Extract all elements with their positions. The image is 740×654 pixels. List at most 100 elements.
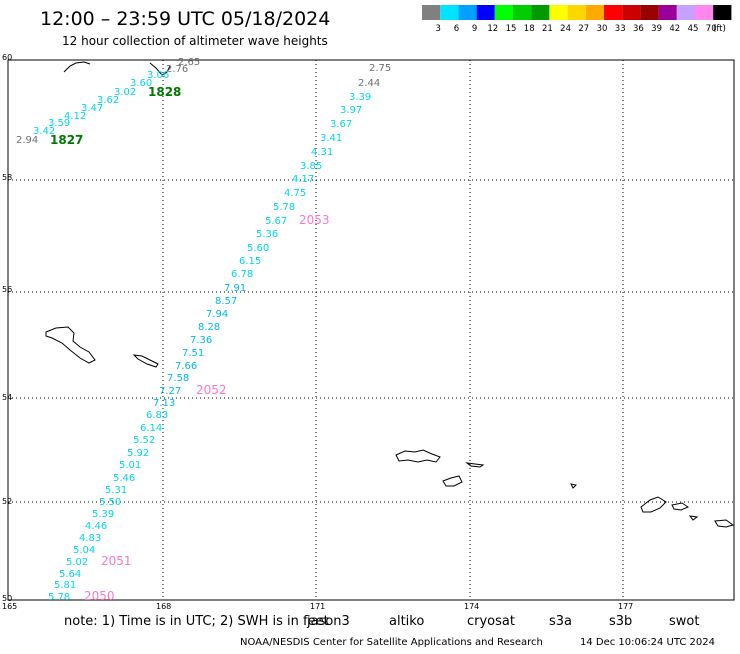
swh-label: 6.83: [146, 410, 168, 421]
legend-tick-label: 70: [706, 24, 717, 34]
legend-tick-label: 36: [633, 24, 644, 34]
legend-swatch: [658, 5, 677, 20]
aleutian-island-2: [671, 502, 690, 511]
aleutian-island-4: [714, 519, 735, 528]
swh-label: 4.46: [85, 521, 107, 532]
legend-tick-label: 12: [487, 24, 498, 34]
legend-swatch: [494, 5, 513, 20]
lon-label: 168: [156, 602, 171, 611]
nunivak-small-island: [132, 354, 159, 368]
lat-label: 58: [2, 173, 12, 182]
footer-credit: NOAA/NESDIS Center for Satellite Applica…: [240, 637, 543, 648]
legend-tick-label: 21: [542, 24, 553, 34]
legend-tick-label: 39: [651, 24, 662, 34]
swh-label: 3.41: [320, 133, 342, 144]
legend-tick-label: 27: [578, 24, 589, 34]
legend-tick-label: 33: [615, 24, 626, 34]
swh-labels: 2.76 2.65 3.06 3.60 3.02 3.62 3.47 4.12 …: [16, 57, 391, 603]
hour-label: 1827: [50, 133, 83, 147]
legend-swatch: [422, 5, 441, 20]
hour-labels: 1828 1827 2053 2052 2051 2050: [50, 85, 330, 603]
legend-swatch: [622, 5, 641, 20]
hour-label: 1828: [148, 85, 181, 99]
swh-label: 4.31: [311, 147, 333, 158]
lon-label: 171: [310, 602, 325, 611]
sat-swot: swot: [669, 614, 699, 629]
swh-label: 7.27: [159, 386, 181, 397]
swh-label: 5.67: [265, 216, 287, 227]
pribilof-island-2: [465, 462, 485, 468]
swh-label: 6.15: [239, 256, 261, 267]
lon-label: 177: [618, 602, 633, 611]
swh-label: 2.75: [369, 63, 391, 74]
lon-label: 165: [2, 602, 17, 611]
swh-label: 5.60: [247, 243, 269, 254]
legend-swatch: [585, 5, 604, 20]
legend-swatch: [676, 5, 695, 20]
swh-label: 7.66: [175, 361, 197, 372]
swh-label: 5.01: [119, 460, 141, 471]
sat-altiko: altiko: [389, 614, 424, 629]
alaska-coast-top-left: [63, 61, 91, 73]
swh-label: 3.85: [300, 161, 322, 172]
legend-unit: (ft): [713, 24, 726, 34]
lon-label: 174: [464, 602, 479, 611]
swh-label: 3.42: [33, 126, 55, 137]
latitude-labels: 60 58 56 54 52 50: [2, 53, 12, 603]
legend-swatch: [604, 5, 623, 20]
swh-label: 5.78: [48, 592, 70, 603]
swh-label: 2.65: [178, 57, 200, 68]
map-title: 12:00 – 23:59 UTC 05/18/2024: [40, 8, 330, 30]
swh-label: 5.02: [66, 557, 88, 568]
pribilof-island-4: [570, 483, 578, 489]
swh-label: 7.36: [190, 335, 212, 346]
swh-label: 3.59: [48, 118, 70, 129]
map-frame: [7, 59, 735, 601]
swh-label: 4.83: [79, 533, 101, 544]
sat-jason3: jason3: [306, 614, 350, 629]
swh-label: 7.94: [206, 309, 228, 320]
swh-label: 5.04: [73, 545, 95, 556]
footer-timestamp: 14 Dec 10:06:24 UTC 2024: [580, 637, 715, 648]
swh-label: 5.31: [105, 485, 127, 496]
legend-swatch: [695, 5, 714, 20]
footer-note: note: 1) Time is in UTC; 2) SWH is in fe…: [64, 614, 329, 629]
legend-swatch: [531, 5, 550, 20]
swh-label: 7.51: [182, 348, 204, 359]
swh-label: 4.75: [284, 188, 306, 199]
lat-label: 54: [2, 393, 12, 402]
swh-label: 5.46: [113, 473, 135, 484]
swh-label: 4.17: [292, 174, 314, 185]
legend-swatch: [567, 5, 586, 20]
legend-tick-label: 30: [597, 24, 608, 34]
legend-tick-label: 9: [472, 24, 477, 34]
legend-tick-label: 45: [688, 24, 699, 34]
legend-tick-label: 15: [506, 24, 517, 34]
swh-label: 5.36: [256, 229, 278, 240]
map-subtitle: 12 hour collection of altimeter wave hei…: [62, 34, 328, 48]
coastlines: [45, 61, 735, 528]
longitude-labels: 165 168 171 174 177: [2, 602, 633, 611]
swh-label: 3.02: [114, 87, 136, 98]
legend-swatch: [549, 5, 568, 20]
legend-swatch: [713, 5, 732, 20]
swh-label: 5.39: [92, 509, 114, 520]
swh-label: 3.47: [81, 103, 103, 114]
st-matthew-island: [45, 326, 96, 364]
legend-swatch: [640, 5, 659, 20]
swh-label: 6.14: [140, 423, 162, 434]
swh-label: 6.78: [231, 269, 253, 280]
legend-tick-label: 18: [524, 24, 535, 34]
legend-swatch: [440, 5, 459, 20]
swh-label: 5.50: [99, 497, 121, 508]
sat-cryosat: cryosat: [467, 614, 515, 629]
swh-label: 3.62: [97, 95, 119, 106]
legend-tick-label: 3: [435, 24, 440, 34]
pribilof-island-1: [395, 449, 441, 463]
swh-label: 2.44: [358, 78, 380, 89]
swh-label: 3.39: [349, 92, 371, 103]
swh-label: 3.97: [340, 105, 362, 116]
swh-label: 7.13: [153, 398, 175, 409]
swh-label: 4.12: [64, 111, 86, 122]
